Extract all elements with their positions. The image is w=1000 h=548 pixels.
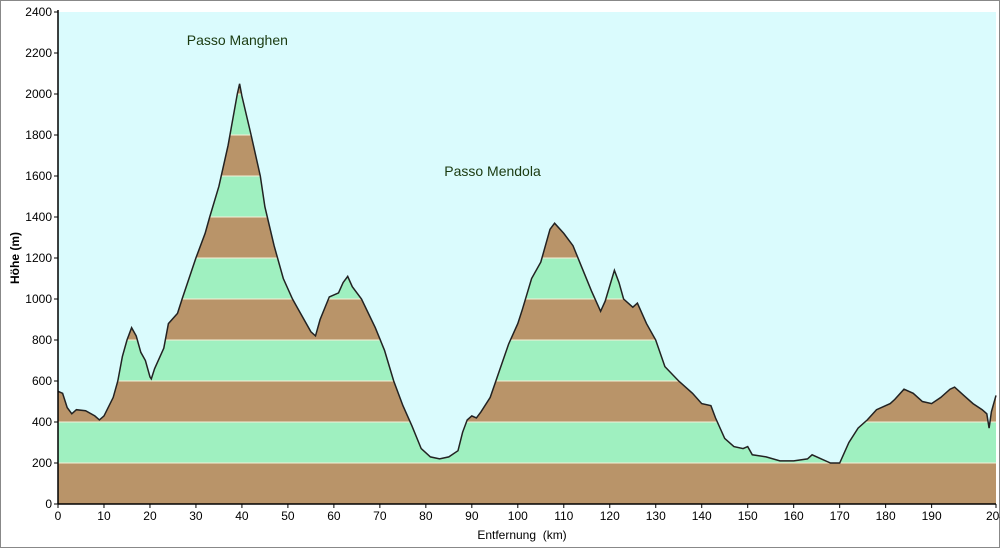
x-tick-label: 70 [373, 509, 387, 523]
axes: 0200400600800100012001400160018002000220… [25, 5, 1000, 523]
y-tick-label: 1400 [25, 210, 52, 224]
x-tick-label: 180 [876, 509, 896, 523]
x-tick-label: 60 [327, 509, 341, 523]
peak-label: Passo Mendola [444, 163, 541, 179]
y-tick-label: 1800 [25, 128, 52, 142]
y-tick-label: 2200 [25, 46, 52, 60]
y-tick-label: 0 [45, 497, 52, 511]
annotations: Passo Manghen Passo Mendola [187, 32, 541, 179]
x-tick-label: 110 [554, 509, 573, 523]
x-tick-label: 204 [986, 509, 1000, 523]
x-tick-label: 30 [189, 509, 203, 523]
x-axis-label: Entfernung (km) [477, 528, 566, 542]
peak-label: Passo Manghen [187, 32, 288, 48]
y-tick-label: 2000 [25, 87, 52, 101]
y-tick-label: 1000 [25, 292, 52, 306]
x-tick-label: 160 [784, 509, 804, 523]
y-tick-label: 200 [32, 456, 52, 470]
x-tick-label: 120 [600, 509, 620, 523]
x-tick-label: 10 [97, 509, 111, 523]
y-tick-label: 800 [32, 333, 52, 347]
y-tick-label: 1200 [25, 251, 52, 265]
y-tick-label: 400 [32, 415, 52, 429]
y-tick-label: 2400 [25, 5, 52, 19]
profile-line [57, 83, 997, 464]
x-tick-label: 100 [508, 509, 528, 523]
elevation-band [58, 463, 996, 504]
x-tick-label: 190 [922, 509, 942, 523]
x-tick-label: 150 [738, 509, 758, 523]
x-tick-label: 50 [281, 509, 295, 523]
x-tick-label: 0 [55, 509, 62, 523]
x-tick-label: 20 [143, 509, 157, 523]
x-tick-label: 90 [465, 509, 479, 523]
y-axis-label: Höhe (m) [8, 232, 22, 284]
x-tick-label: 130 [646, 509, 666, 523]
x-tick-label: 80 [419, 509, 433, 523]
y-tick-label: 1600 [25, 169, 52, 183]
x-tick-label: 40 [235, 509, 249, 523]
x-tick-label: 170 [830, 509, 850, 523]
y-tick-label: 600 [32, 374, 52, 388]
x-tick-label: 140 [692, 509, 712, 523]
